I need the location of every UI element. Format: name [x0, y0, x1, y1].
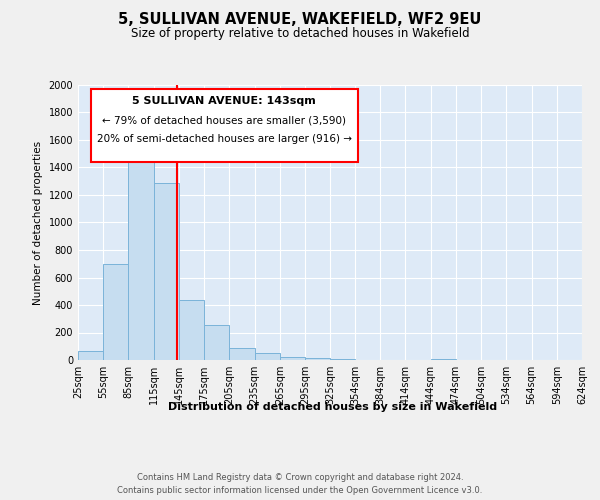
Text: 5 SULLIVAN AVENUE: 143sqm: 5 SULLIVAN AVENUE: 143sqm — [132, 96, 316, 106]
Bar — [229, 348, 254, 360]
Bar — [78, 351, 103, 360]
Bar — [204, 325, 229, 360]
Text: 20% of semi-detached houses are larger (916) →: 20% of semi-detached houses are larger (… — [97, 134, 352, 144]
Text: Contains public sector information licensed under the Open Government Licence v3: Contains public sector information licen… — [118, 486, 482, 495]
Text: Contains HM Land Registry data © Crown copyright and database right 2024.: Contains HM Land Registry data © Crown c… — [137, 472, 463, 482]
Bar — [305, 358, 331, 360]
Text: Distribution of detached houses by size in Wakefield: Distribution of detached houses by size … — [169, 402, 497, 412]
Text: ← 79% of detached houses are smaller (3,590): ← 79% of detached houses are smaller (3,… — [102, 115, 346, 125]
Bar — [179, 300, 204, 360]
Bar — [128, 135, 154, 360]
Bar — [154, 184, 179, 360]
Bar — [431, 358, 456, 360]
Bar — [103, 264, 128, 360]
Y-axis label: Number of detached properties: Number of detached properties — [33, 140, 43, 304]
Text: Size of property relative to detached houses in Wakefield: Size of property relative to detached ho… — [131, 28, 469, 40]
FancyBboxPatch shape — [91, 89, 358, 162]
Bar — [280, 356, 305, 360]
Text: 5, SULLIVAN AVENUE, WAKEFIELD, WF2 9EU: 5, SULLIVAN AVENUE, WAKEFIELD, WF2 9EU — [118, 12, 482, 28]
Bar — [254, 353, 280, 360]
